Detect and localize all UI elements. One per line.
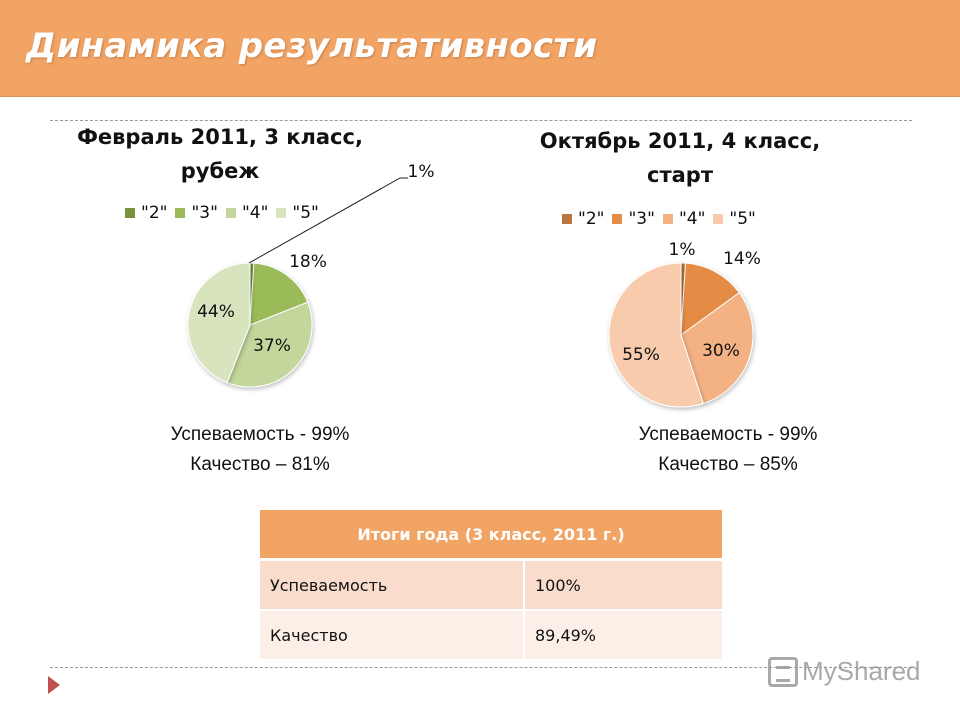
slide-title: Динамика результативности (26, 26, 598, 66)
chart2-legend-label-2: "2" (578, 209, 605, 229)
chart2-legend: "2" "3" "4" "5" (562, 209, 764, 229)
summary-header-row: Итоги года (3 класс, 2011 г.) (260, 510, 722, 561)
chart1-stats-quality: Качество – 81% (190, 454, 330, 475)
chart1-legend-label-5: "5" (292, 203, 319, 223)
chart2-title-line1: Октябрь 2011, 4 класс, (539, 129, 821, 153)
chart2-stats-performance: Успеваемость - 99% (638, 424, 818, 445)
chart2-legend-item-2: "2" (562, 209, 604, 229)
table-row: Качество 89,49% (260, 610, 722, 659)
summary-header: Итоги года (3 класс, 2011 г.) (260, 510, 722, 561)
watermark: MyShared (768, 656, 921, 687)
chart1-title-line1: Февраль 2011, 3 класс, (77, 125, 363, 149)
chart1-legend-item-4: "4" (225, 203, 269, 223)
chart1-data-label-4: 37% (253, 336, 291, 356)
chart2-legend-item-3: "3" (612, 209, 655, 229)
chart2-title-line2: старт (647, 163, 713, 187)
chart2-stats-quality: Качество – 85% (658, 454, 798, 475)
chart2-legend-swatch-5 (713, 214, 724, 224)
table-row: Успеваемость 100% (260, 559, 722, 611)
summary-row-value-quality: 89,49% (524, 610, 722, 659)
chart1-legend-label-2: "2" (141, 203, 168, 223)
chart1-stats-performance: Успеваемость - 99% (170, 424, 350, 445)
chart2-slice-2 (680, 262, 687, 336)
chart2-legend-label-5: "5" (729, 209, 756, 229)
chart1-legend-swatch-5 (276, 208, 287, 218)
chart1-legend: "2" "3" "4" "5" (125, 203, 327, 223)
chart1-slice-4 (226, 301, 313, 388)
chart2-data-label-2: 1% (669, 240, 696, 260)
chart2-legend-label-4: "4" (678, 209, 706, 229)
chart1-legend-item-5: "5" (276, 203, 319, 223)
chart1-legend-item-3: "3" (175, 203, 218, 223)
chart2-legend-item-4: "4" (662, 209, 706, 229)
chart1-stats: Успеваемость - 99% Качество – 81% (100, 420, 420, 480)
chart1-legend-item-2: "2" (125, 203, 167, 223)
bottom-divider (50, 667, 912, 668)
chart2-legend-label-3: "3" (628, 209, 655, 229)
chart1-pie: 1% 18% 37% 44% (187, 162, 435, 388)
chart2-data-label-4: 30% (702, 341, 740, 361)
chart2-legend-swatch-4 (662, 214, 673, 224)
chart1-slice-3 (249, 262, 309, 326)
chart2-data-label-5: 55% (622, 345, 660, 365)
chart2-pie: 1% 14% 30% 55% (608, 240, 761, 408)
chart2-legend-item-5: "5" (713, 209, 756, 229)
watermark-text: MyShared (802, 656, 921, 686)
chart1-title-line2: рубеж (180, 159, 260, 183)
chart2-legend-swatch-2 (562, 214, 572, 224)
chart2-slice-3 (680, 262, 740, 337)
chart2-title: Октябрь 2011, 4 класс, старт (500, 124, 860, 192)
chart1-data-label-5: 44% (197, 302, 235, 322)
chart2-stats: Успеваемость - 99% Качество – 85% (568, 420, 888, 480)
summary-table: Итоги года (3 класс, 2011 г.) Успеваемос… (260, 510, 722, 659)
chart1-data-label-2: 1% (408, 162, 435, 182)
summary-row-label-performance: Успеваемость (260, 559, 525, 611)
chart1-title: Февраль 2011, 3 класс, рубеж (40, 120, 400, 188)
chart1-legend-swatch-2 (125, 208, 135, 218)
chart1-data-label-3: 18% (289, 252, 327, 272)
summary-row-value-performance: 100% (524, 559, 722, 611)
chart1-legend-label-4: "4" (241, 203, 269, 223)
chart1-legend-label-3: "3" (191, 203, 218, 223)
chart1-legend-swatch-4 (225, 208, 236, 218)
chart1-legend-swatch-3 (175, 208, 186, 218)
next-slide-arrow-icon[interactable] (48, 676, 60, 694)
chart1-slice-2 (249, 262, 255, 326)
top-divider (50, 120, 912, 121)
summary-row-label-quality: Качество (260, 610, 525, 659)
title-banner: Динамика результативности (0, 0, 960, 97)
chart2-slice-4 (680, 291, 754, 405)
chart2-data-label-3: 14% (723, 249, 761, 269)
chart2-slice-5 (608, 262, 704, 408)
chart2-legend-swatch-3 (612, 214, 623, 224)
watermark-logo-icon (768, 656, 798, 687)
chart1-slice-5 (187, 262, 251, 384)
